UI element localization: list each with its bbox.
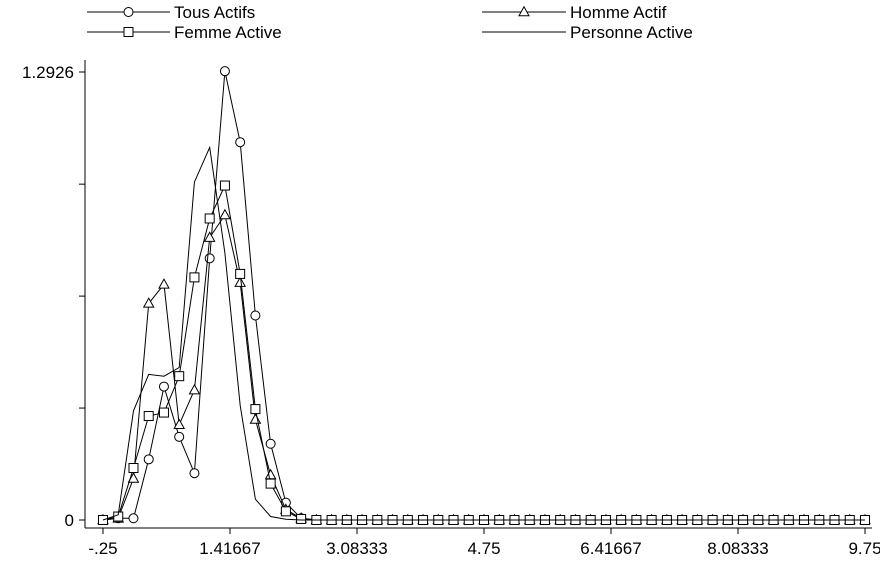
x-tick-label: 6.41667 <box>580 539 641 558</box>
series-line <box>102 71 865 521</box>
data-point <box>143 454 154 465</box>
data-point <box>264 468 277 480</box>
data-point <box>219 66 230 77</box>
y-tick-label: 1.2926 <box>22 63 74 82</box>
data-point <box>234 276 247 287</box>
data-point <box>189 272 200 283</box>
legend: Tous Actifs Homme Actif Femme Active Person… <box>87 3 693 42</box>
data-point <box>219 180 230 191</box>
legend-label: Personne Active <box>570 23 693 42</box>
data-point <box>296 513 307 524</box>
series-tous-actifs <box>98 66 870 525</box>
x-tick-label: -.25 <box>88 539 117 558</box>
series-femme-active <box>98 180 870 525</box>
x-tick-label: 8.08333 <box>707 539 768 558</box>
data-point <box>128 513 139 524</box>
data-point <box>219 208 231 220</box>
data-point <box>143 411 154 422</box>
data-point <box>265 438 276 449</box>
data-point <box>158 278 170 289</box>
legend-marker <box>518 5 530 17</box>
data-point <box>142 297 155 308</box>
data-point <box>265 478 276 489</box>
data-point <box>174 371 185 382</box>
series-personne-active <box>102 145 865 521</box>
data-point <box>235 137 246 148</box>
data-point <box>174 431 185 442</box>
legend-item: Femme Active <box>87 23 282 42</box>
data-point <box>158 407 169 418</box>
legend-item: Personne Active <box>482 23 693 42</box>
x-tick-label: 9.75 <box>848 539 880 558</box>
legend-label: Homme Actif <box>570 3 667 22</box>
x-tick-label: 3.08333 <box>326 539 387 558</box>
axes: 0 1.2926 -.25 1.41667 3.08333 4.75 6.41667 8.08… <box>22 60 880 558</box>
x-tick-label: 4.75 <box>467 539 500 558</box>
data-point <box>158 381 169 392</box>
series-line <box>102 183 865 521</box>
data-point <box>250 310 261 321</box>
data-point <box>250 404 261 415</box>
data-point <box>127 472 140 483</box>
data-point <box>189 468 200 479</box>
data-point <box>249 413 262 424</box>
data-point <box>235 268 246 279</box>
legend-label: Femme Active <box>174 23 282 42</box>
series-layer <box>97 66 871 525</box>
data-point <box>204 253 215 264</box>
series-line <box>102 213 865 521</box>
x-tick-label: 1.41667 <box>199 539 260 558</box>
legend-item: Tous Actifs <box>87 3 255 22</box>
data-point <box>173 418 186 429</box>
data-point <box>204 213 215 224</box>
series-line <box>102 145 865 521</box>
legend-label: Tous Actifs <box>174 3 255 22</box>
data-point <box>128 463 139 474</box>
legend-item: Homme Actif <box>482 3 667 22</box>
data-point <box>188 383 201 395</box>
legend-marker <box>123 7 134 17</box>
data-point <box>280 506 291 517</box>
data-point <box>203 231 216 242</box>
legend-marker <box>123 27 134 37</box>
y-tick-label: 0 <box>65 511 74 530</box>
